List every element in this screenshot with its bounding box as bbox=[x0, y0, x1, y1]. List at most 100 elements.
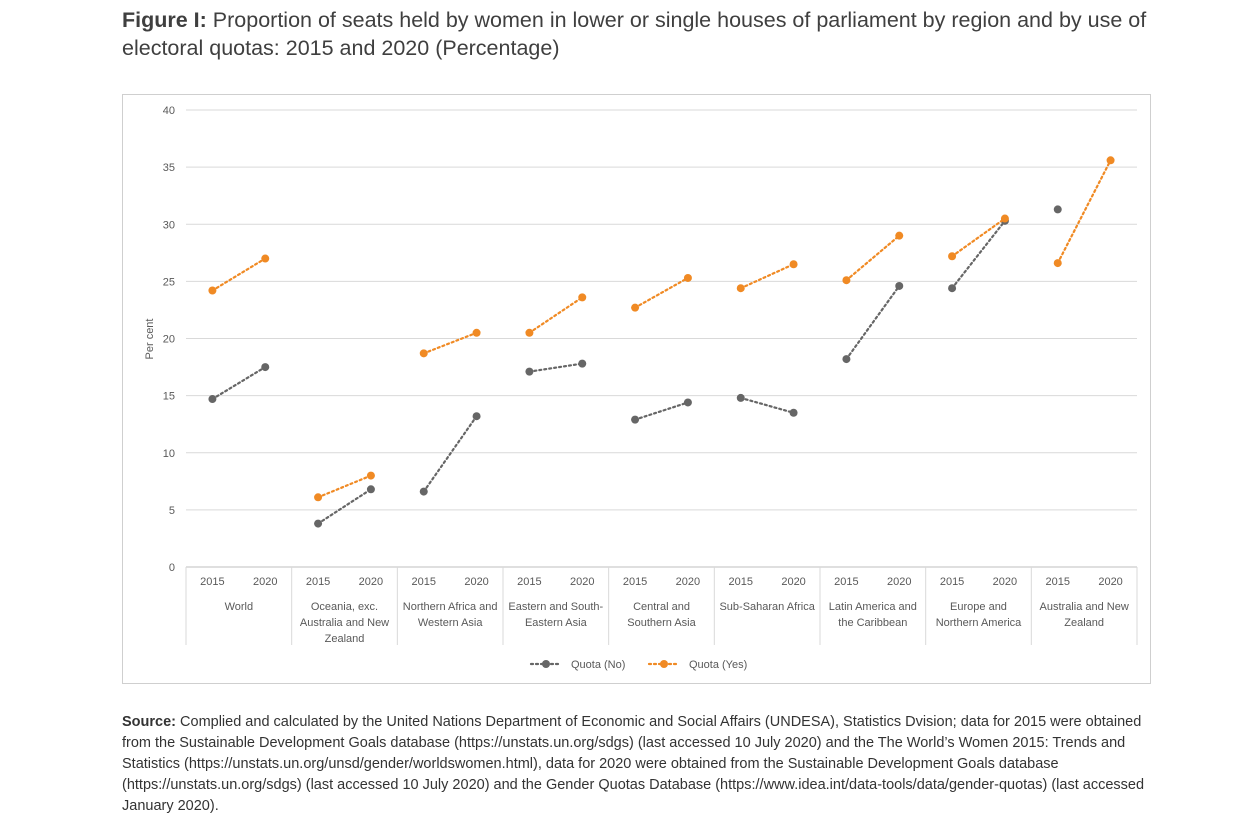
data-point bbox=[683, 273, 692, 282]
data-point bbox=[789, 408, 798, 417]
figure-title: Figure I: Proportion of seats held by wo… bbox=[122, 6, 1182, 62]
legend: Quota (No) Quota (Yes) bbox=[529, 659, 747, 671]
data-point bbox=[1106, 156, 1115, 165]
legend-marker bbox=[542, 660, 550, 668]
series-segment bbox=[1056, 159, 1112, 265]
data-point bbox=[789, 260, 798, 269]
x-tick-label: 2015 bbox=[412, 576, 436, 588]
category-label: Eastern and South- bbox=[508, 601, 603, 613]
series-segment bbox=[739, 396, 795, 414]
y-tick-label: 20 bbox=[163, 334, 175, 346]
x-tick-label: 2015 bbox=[623, 576, 647, 588]
data-point bbox=[895, 281, 904, 290]
category-label: Northern Africa and bbox=[403, 601, 498, 613]
data-point bbox=[261, 254, 270, 263]
data-point bbox=[1053, 259, 1062, 268]
x-tick-label: 2015 bbox=[729, 576, 753, 588]
series-quota-no bbox=[208, 205, 1062, 528]
category-label: Western Asia bbox=[418, 617, 483, 629]
data-point bbox=[631, 415, 640, 424]
source-label: Source: bbox=[122, 714, 176, 730]
series-segment bbox=[211, 257, 267, 292]
series-segment bbox=[950, 219, 1007, 290]
x-tick-label: 2015 bbox=[306, 576, 330, 588]
data-point bbox=[366, 471, 375, 480]
series-segment bbox=[845, 284, 901, 361]
x-tick-label: 2020 bbox=[570, 576, 594, 588]
category-label: Zealand bbox=[325, 633, 365, 645]
data-point bbox=[895, 231, 904, 240]
category-label: Northern America bbox=[936, 617, 1022, 629]
data-point bbox=[842, 276, 851, 285]
x-tick-label: 2020 bbox=[887, 576, 911, 588]
figure-title-text: Proportion of seats held by women in low… bbox=[122, 8, 1147, 60]
category-label: Australia and New bbox=[1040, 601, 1129, 613]
data-point bbox=[314, 493, 323, 502]
data-point bbox=[948, 252, 957, 261]
category-label: Central and bbox=[633, 601, 690, 613]
data-point bbox=[948, 284, 957, 293]
category-label: World bbox=[225, 601, 254, 613]
series bbox=[208, 156, 1115, 528]
category-label: the Caribbean bbox=[838, 617, 907, 629]
x-tick-label: 2020 bbox=[253, 576, 277, 588]
x-tick-label: 2015 bbox=[517, 576, 541, 588]
legend-label: Quota (No) bbox=[571, 659, 625, 671]
data-point bbox=[578, 359, 587, 368]
data-point bbox=[736, 393, 745, 402]
data-point bbox=[578, 293, 587, 302]
data-point bbox=[736, 284, 745, 293]
y-tick-label: 35 bbox=[163, 162, 175, 174]
series-segment bbox=[316, 488, 373, 525]
data-point bbox=[366, 485, 375, 494]
series-segment bbox=[528, 296, 584, 334]
category-label: Oceania, exc. bbox=[311, 601, 378, 613]
data-point bbox=[842, 355, 851, 364]
series-segment bbox=[845, 234, 901, 282]
category-label: Latin America and bbox=[829, 601, 917, 613]
series-segment bbox=[950, 217, 1007, 258]
data-point bbox=[525, 328, 534, 337]
data-point bbox=[683, 398, 692, 407]
data-point bbox=[1000, 214, 1009, 223]
data-point bbox=[631, 303, 640, 312]
y-tick-label: 40 bbox=[163, 105, 175, 117]
source-text: Complied and calculated by the United Na… bbox=[122, 714, 1145, 814]
legend-marker bbox=[660, 660, 668, 668]
y-tick-label: 15 bbox=[163, 391, 175, 403]
x-tick-label: 2020 bbox=[676, 576, 700, 588]
series-segment bbox=[316, 474, 373, 499]
category-label: Australia and New bbox=[300, 617, 389, 629]
x-tick-label: 2020 bbox=[359, 576, 383, 588]
x-tick-label: 2020 bbox=[781, 576, 805, 588]
data-point bbox=[261, 363, 270, 372]
data-point bbox=[1053, 205, 1062, 214]
y-tick-label: 0 bbox=[169, 562, 175, 574]
y-tick-label: 10 bbox=[163, 448, 175, 460]
data-point bbox=[208, 286, 217, 295]
series-segment bbox=[633, 276, 690, 309]
series-quota-yes bbox=[208, 156, 1115, 502]
x-tick-label: 2015 bbox=[1046, 576, 1070, 588]
data-point bbox=[472, 328, 481, 337]
chart-frame: 0 5 10 15 20 25 30 35 40 Per cent 2015 2020 World 2… bbox=[122, 94, 1151, 684]
category-label: Sub-Saharan Africa bbox=[719, 601, 815, 613]
source-note: Source: Complied and calculated by the U… bbox=[122, 712, 1152, 817]
x-tick-label: 2020 bbox=[1098, 576, 1122, 588]
x-tick-label: 2020 bbox=[464, 576, 488, 588]
series-segment bbox=[528, 362, 584, 373]
y-tick-label: 30 bbox=[163, 219, 175, 231]
x-axis: 2015 2020 World 2015 2020 Oceania, exc. Austra… bbox=[185, 567, 1138, 645]
category-label: Zealand bbox=[1064, 617, 1104, 629]
y-axis-ticks: 0 5 10 15 20 25 30 35 40 bbox=[163, 105, 175, 574]
data-point bbox=[472, 412, 481, 421]
series-segment bbox=[211, 365, 267, 401]
x-tick-label: 2015 bbox=[200, 576, 224, 588]
category-label: Eastern Asia bbox=[525, 617, 588, 629]
category-label: Europe and bbox=[950, 601, 1007, 613]
gridlines bbox=[186, 109, 1137, 568]
y-axis-label-group: Per cent bbox=[144, 319, 156, 360]
series-segment bbox=[633, 401, 690, 421]
y-tick-label: 25 bbox=[163, 276, 175, 288]
